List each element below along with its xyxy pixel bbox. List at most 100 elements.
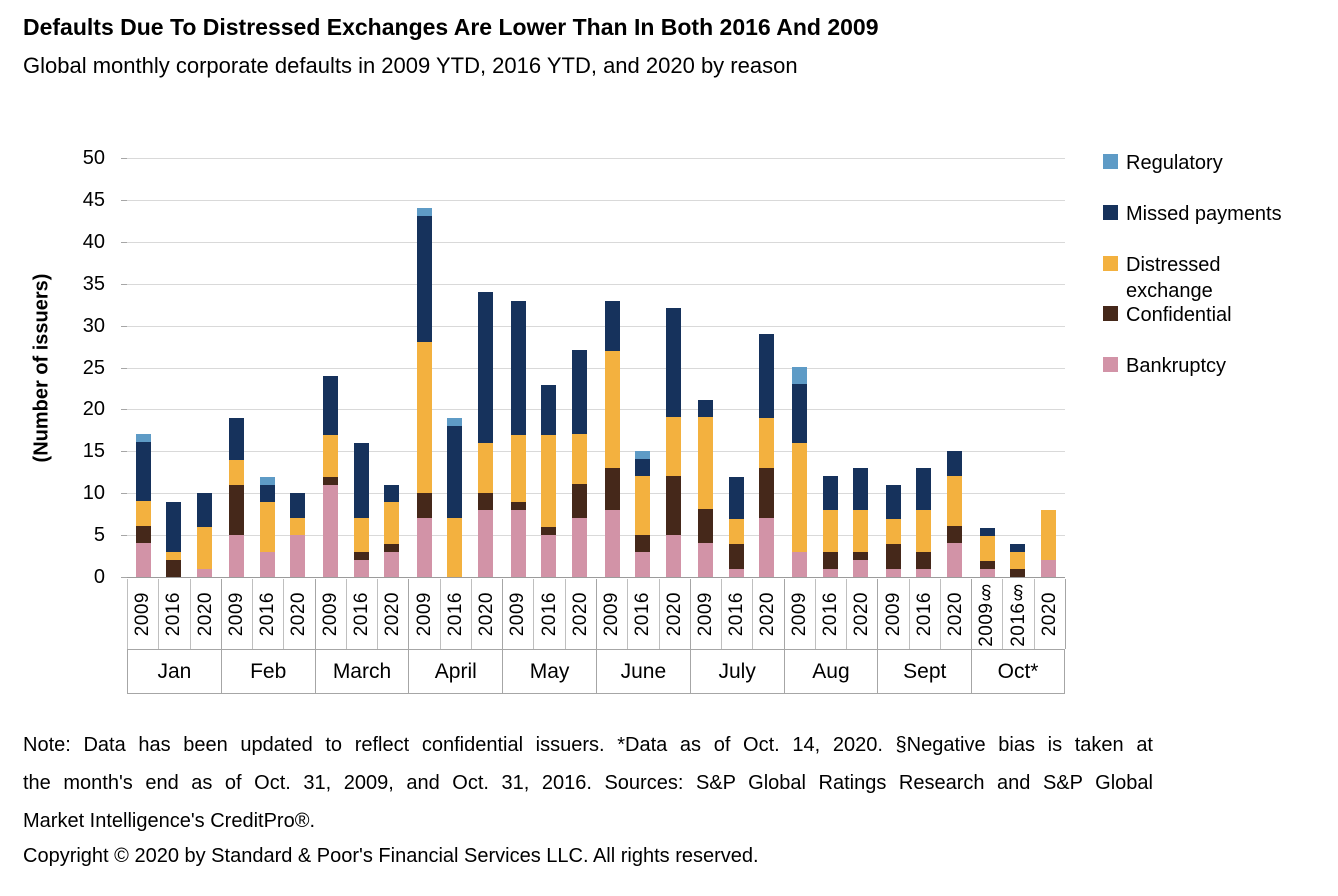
month-label-cell: Jan: [127, 649, 221, 694]
year-label: 2016§: [1007, 581, 1029, 647]
legend-label: Distressed exchange: [1126, 254, 1221, 302]
stacked-bar: [1010, 544, 1026, 577]
year-label: 2016: [913, 591, 935, 637]
bar-segment: [635, 535, 650, 552]
year-label-cell: 2020: [941, 579, 973, 649]
stacked-bar: [698, 400, 714, 577]
x-axis-month-labels: Jan Feb March April May June July Aug Sept Oct*: [127, 649, 1065, 694]
gridline: [127, 367, 1065, 369]
bar-segment: [604, 351, 620, 468]
bar-segment: [698, 543, 714, 577]
year-label: 2009: [882, 591, 904, 637]
month-label-cell: July: [689, 649, 784, 694]
bar-segment: [885, 519, 901, 544]
gridline: [127, 283, 1065, 285]
y-tick-label: 35: [82, 272, 105, 295]
year-label: 2016: [632, 591, 654, 637]
bar-segment: [792, 384, 808, 443]
y-tick-label: 20: [82, 398, 105, 421]
y-tick-label: 5: [93, 524, 105, 547]
stacked-bar: [229, 418, 245, 577]
plot-area: [127, 158, 1065, 578]
stacked-bar: [1040, 510, 1056, 577]
year-label-cell: 2009: [222, 579, 254, 649]
stacked-bar: [323, 376, 339, 577]
bar-segment: [635, 459, 650, 476]
month-label-cell: Sept: [877, 649, 972, 694]
year-label: 2020: [382, 591, 404, 637]
bar-segment: [665, 417, 681, 476]
month-label: Oct*: [997, 659, 1039, 683]
stacked-bar: [979, 528, 995, 577]
year-label-cell: 2020: [191, 579, 222, 649]
legend-item: Bankruptcy: [1103, 353, 1291, 379]
year-label-cell: 2009: [691, 579, 723, 649]
bar-segment: [353, 552, 369, 560]
bar-segment: [853, 560, 869, 577]
note-line: Market Intelligence's CreditPro®.: [23, 810, 316, 832]
bar-segment: [916, 468, 932, 510]
y-axis-tick: [121, 409, 127, 411]
bar-segment: [635, 451, 650, 459]
chart-subtitle: Global monthly corporate defaults in 200…: [23, 53, 798, 78]
stacked-bar: [571, 350, 587, 577]
bar-segment: [196, 569, 212, 577]
legend-swatch: [1103, 256, 1118, 271]
year-label-cell: 2009§: [972, 579, 1004, 649]
month-label-cell: Feb: [220, 649, 315, 694]
year-label: 2009: [601, 591, 623, 637]
y-axis-tick: [121, 325, 127, 327]
bar-segment: [946, 543, 962, 577]
year-label: 2009: [413, 591, 435, 637]
year-label-cell: 2016§: [1003, 579, 1035, 649]
y-axis-tick: [121, 199, 127, 201]
bar-segment: [259, 477, 275, 485]
year-label: 2016: [538, 591, 560, 637]
bar-segment: [259, 502, 275, 552]
legend-swatch: [1103, 357, 1118, 372]
bar-segment: [323, 435, 339, 477]
gridline: [127, 241, 1065, 243]
stacked-bar: [447, 418, 463, 577]
stacked-bar: [916, 468, 932, 577]
bar-segment: [946, 526, 962, 543]
stacked-bar: [792, 367, 808, 577]
year-label-cell: 2016: [628, 579, 660, 649]
bar-segment: [979, 569, 995, 577]
bar-segment: [166, 552, 181, 560]
bar-segment: [728, 477, 744, 519]
year-label-cell: 2009: [878, 579, 910, 649]
copyright-text: Copyright © 2020 by Standard & Poor's Fi…: [23, 845, 759, 867]
year-label: 2016: [819, 591, 841, 637]
bar-segment: [447, 518, 463, 577]
bar-segment: [166, 560, 181, 577]
bar-segment: [571, 484, 587, 518]
stacked-bar: [259, 477, 275, 577]
stacked-bar: [196, 493, 212, 577]
bar-segment: [477, 292, 493, 443]
year-label-cell: 2009: [409, 579, 441, 649]
bar-segment: [759, 518, 775, 577]
bar-segment: [510, 435, 526, 502]
bar-segment: [353, 443, 369, 518]
month-label-cell: March: [314, 649, 409, 694]
y-axis-tick: [121, 158, 127, 159]
bar-segment: [416, 518, 432, 577]
bar-segment: [1040, 560, 1056, 577]
bar-segment: [665, 476, 681, 535]
y-tick-label: 30: [82, 314, 105, 337]
y-axis-tick: [121, 241, 127, 243]
year-label: 2020: [476, 591, 498, 637]
year-label: 2009: [225, 591, 247, 637]
bar-segment: [416, 342, 432, 493]
bar-segment: [728, 544, 744, 569]
bar-segment: [979, 528, 995, 536]
bar-segment: [384, 544, 400, 552]
gridline: [127, 451, 1065, 453]
year-label-cell: 2020: [660, 579, 691, 649]
year-label: 2016: [257, 591, 279, 637]
legend-item: Distressed exchange: [1103, 252, 1291, 304]
y-tick-label: 40: [82, 230, 105, 253]
bar-segment: [1010, 569, 1026, 577]
x-axis-year-labels: 2009 2016 2020 2009 2016 2020 2009 2016 2020 2009…: [127, 579, 1066, 649]
